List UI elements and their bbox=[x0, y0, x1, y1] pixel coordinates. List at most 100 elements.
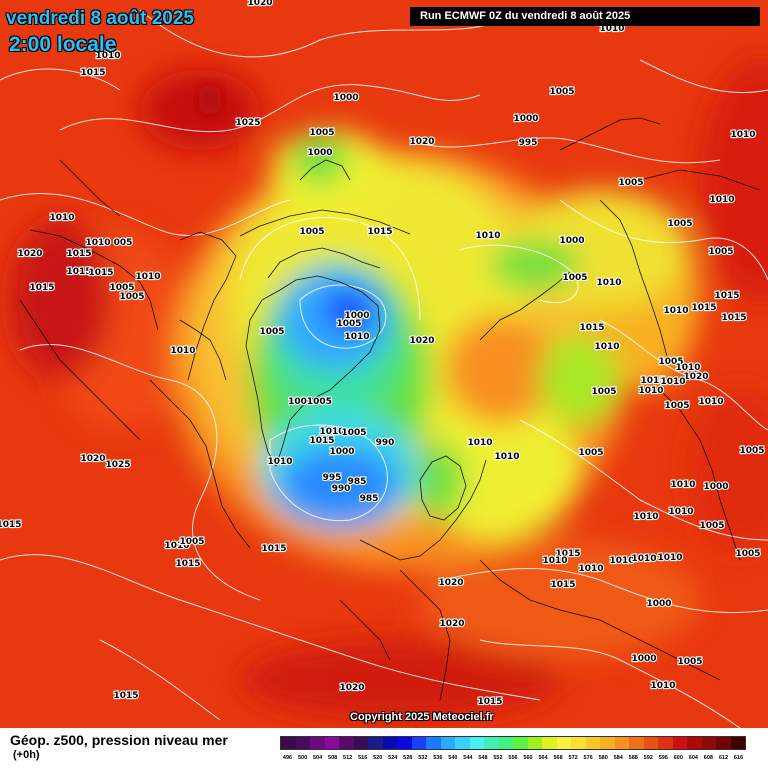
pressure-label: 1005 bbox=[109, 283, 134, 293]
pressure-label: 1010 bbox=[660, 377, 685, 387]
color-scale-swatch bbox=[701, 737, 716, 749]
color-scale-swatch bbox=[716, 737, 731, 749]
color-scale-swatch bbox=[556, 737, 571, 749]
pressure-label: 1015 bbox=[175, 559, 200, 569]
pressure-label: 1005 bbox=[739, 446, 764, 456]
pressure-label: 1000 bbox=[631, 654, 656, 664]
color-scale-tick: 596 bbox=[658, 755, 668, 761]
color-scale bbox=[280, 736, 746, 750]
pressure-label: 1010 bbox=[650, 681, 675, 691]
color-scale-tick: 592 bbox=[643, 755, 653, 761]
pressure-label: 1010 bbox=[668, 507, 693, 517]
color-scale-swatch bbox=[397, 737, 412, 749]
color-scale-swatch bbox=[498, 737, 513, 749]
color-scale-swatch bbox=[484, 737, 499, 749]
pressure-label: 1010 bbox=[698, 397, 723, 407]
pressure-label: 1005 bbox=[578, 448, 603, 458]
map-title: Géop. z500, pression niveau mer bbox=[10, 732, 228, 748]
pressure-label: 985 bbox=[348, 477, 367, 487]
pressure-label: 1020 bbox=[339, 683, 364, 693]
color-scale-swatch bbox=[440, 737, 455, 749]
forecast-date: vendredi 8 août 2025 bbox=[6, 8, 194, 29]
pressure-label: 1020 bbox=[438, 578, 463, 588]
color-scale-tick: 508 bbox=[328, 755, 338, 761]
color-scale-tick: 516 bbox=[358, 755, 368, 761]
color-scale-tick: 612 bbox=[718, 755, 729, 761]
pressure-label: 1010 bbox=[542, 556, 567, 566]
pressure-label: 1015 bbox=[0, 520, 22, 530]
pressure-label: 1000 bbox=[329, 447, 354, 457]
pressure-label: 1010 bbox=[135, 272, 160, 282]
pressure-label: 1010 bbox=[49, 213, 74, 223]
color-scale-swatch bbox=[614, 737, 629, 749]
color-scale-tick: 616 bbox=[733, 755, 744, 761]
color-scale-tick: 588 bbox=[628, 755, 638, 761]
pressure-label: 1005 bbox=[664, 401, 689, 411]
pressure-label: 1020 bbox=[683, 372, 708, 382]
pressure-label: 1005 bbox=[259, 327, 284, 337]
pressure-label: 1020 bbox=[247, 0, 272, 8]
color-scale-tick: 504 bbox=[312, 755, 323, 761]
color-scale-ticks: 496 500 504 508 512 516 520 524 528 532 536 540 544 5… bbox=[280, 755, 746, 761]
color-scale-swatch bbox=[542, 737, 557, 749]
color-scale-tick: 544 bbox=[463, 755, 473, 761]
pressure-label: 1005 bbox=[591, 387, 616, 397]
pressure-label: 1005 bbox=[341, 428, 366, 438]
pressure-label: 1015 bbox=[691, 303, 716, 313]
color-scale-tick: 540 bbox=[448, 755, 458, 761]
pressure-label: 1010 bbox=[633, 512, 658, 522]
color-scale-tick: 608 bbox=[703, 755, 713, 761]
pressure-label: 1010 bbox=[609, 556, 634, 566]
color-scale-swatch bbox=[411, 737, 426, 749]
color-scale-tick: 572 bbox=[568, 755, 578, 761]
pressure-label: 1020 bbox=[439, 619, 464, 629]
pressure-label: 1010 bbox=[170, 346, 195, 356]
color-scale-tick: 524 bbox=[388, 755, 398, 761]
pressure-label: 1010 bbox=[494, 452, 519, 462]
color-scale-swatch bbox=[455, 737, 470, 749]
copyright: Copyright 2025 Meteociel.fr bbox=[350, 711, 494, 723]
pressure-label: 1010 bbox=[596, 278, 621, 288]
pressure-label: 1010 bbox=[344, 332, 369, 342]
pressure-label: 1005 bbox=[299, 227, 324, 237]
pressure-label: 1025 bbox=[235, 118, 260, 128]
pressure-label: 1005 bbox=[549, 87, 574, 97]
pressure-label: 1015 bbox=[367, 227, 392, 237]
color-scale-tick: 564 bbox=[538, 755, 548, 761]
color-scale-tick: 580 bbox=[598, 755, 608, 761]
isobars bbox=[0, 9, 768, 728]
pressure-label: 1010 bbox=[675, 363, 700, 373]
pressure-label: 1005 bbox=[708, 247, 733, 257]
pressure-label: 005 bbox=[114, 238, 133, 248]
pressure-label: 1015 bbox=[88, 268, 113, 278]
pressure-label: 1000 bbox=[646, 599, 671, 609]
pressure-label: 1010 bbox=[467, 438, 492, 448]
pressure-label: 1010 bbox=[670, 480, 695, 490]
pressure-label: 990 bbox=[332, 484, 351, 494]
color-scale-swatch bbox=[382, 737, 397, 749]
color-scale-swatch bbox=[643, 737, 658, 749]
pressure-label: 1005 bbox=[179, 537, 204, 547]
color-scale-swatch bbox=[295, 737, 310, 749]
pressure-label: 1010 bbox=[663, 306, 688, 316]
pressure-label: 1010 bbox=[594, 342, 619, 352]
color-scale-swatch bbox=[353, 737, 368, 749]
color-scale-tick: 576 bbox=[583, 755, 593, 761]
color-scale-tick: 532 bbox=[418, 755, 428, 761]
pressure-label: 1015 bbox=[579, 323, 604, 333]
color-scale-swatch bbox=[629, 737, 644, 749]
color-scale-swatch bbox=[527, 737, 542, 749]
pressure-label: 1010 bbox=[657, 553, 682, 563]
color-scale-tick: 536 bbox=[433, 755, 443, 761]
pressure-label: 1001005 bbox=[288, 397, 332, 407]
color-scale-swatch bbox=[339, 737, 354, 749]
pressure-label: 1020 bbox=[409, 137, 434, 147]
pressure-label: 1015 bbox=[640, 376, 665, 386]
pressure-label: 1015 bbox=[66, 249, 91, 259]
pressure-label: 1005 bbox=[309, 128, 334, 138]
pressure-label: 1015 bbox=[309, 436, 334, 446]
color-scale-swatch bbox=[585, 737, 600, 749]
color-scale-tick: 512 bbox=[343, 755, 353, 761]
pressure-label: 1010 bbox=[319, 427, 344, 437]
pressure-label: 1000 bbox=[559, 236, 584, 246]
